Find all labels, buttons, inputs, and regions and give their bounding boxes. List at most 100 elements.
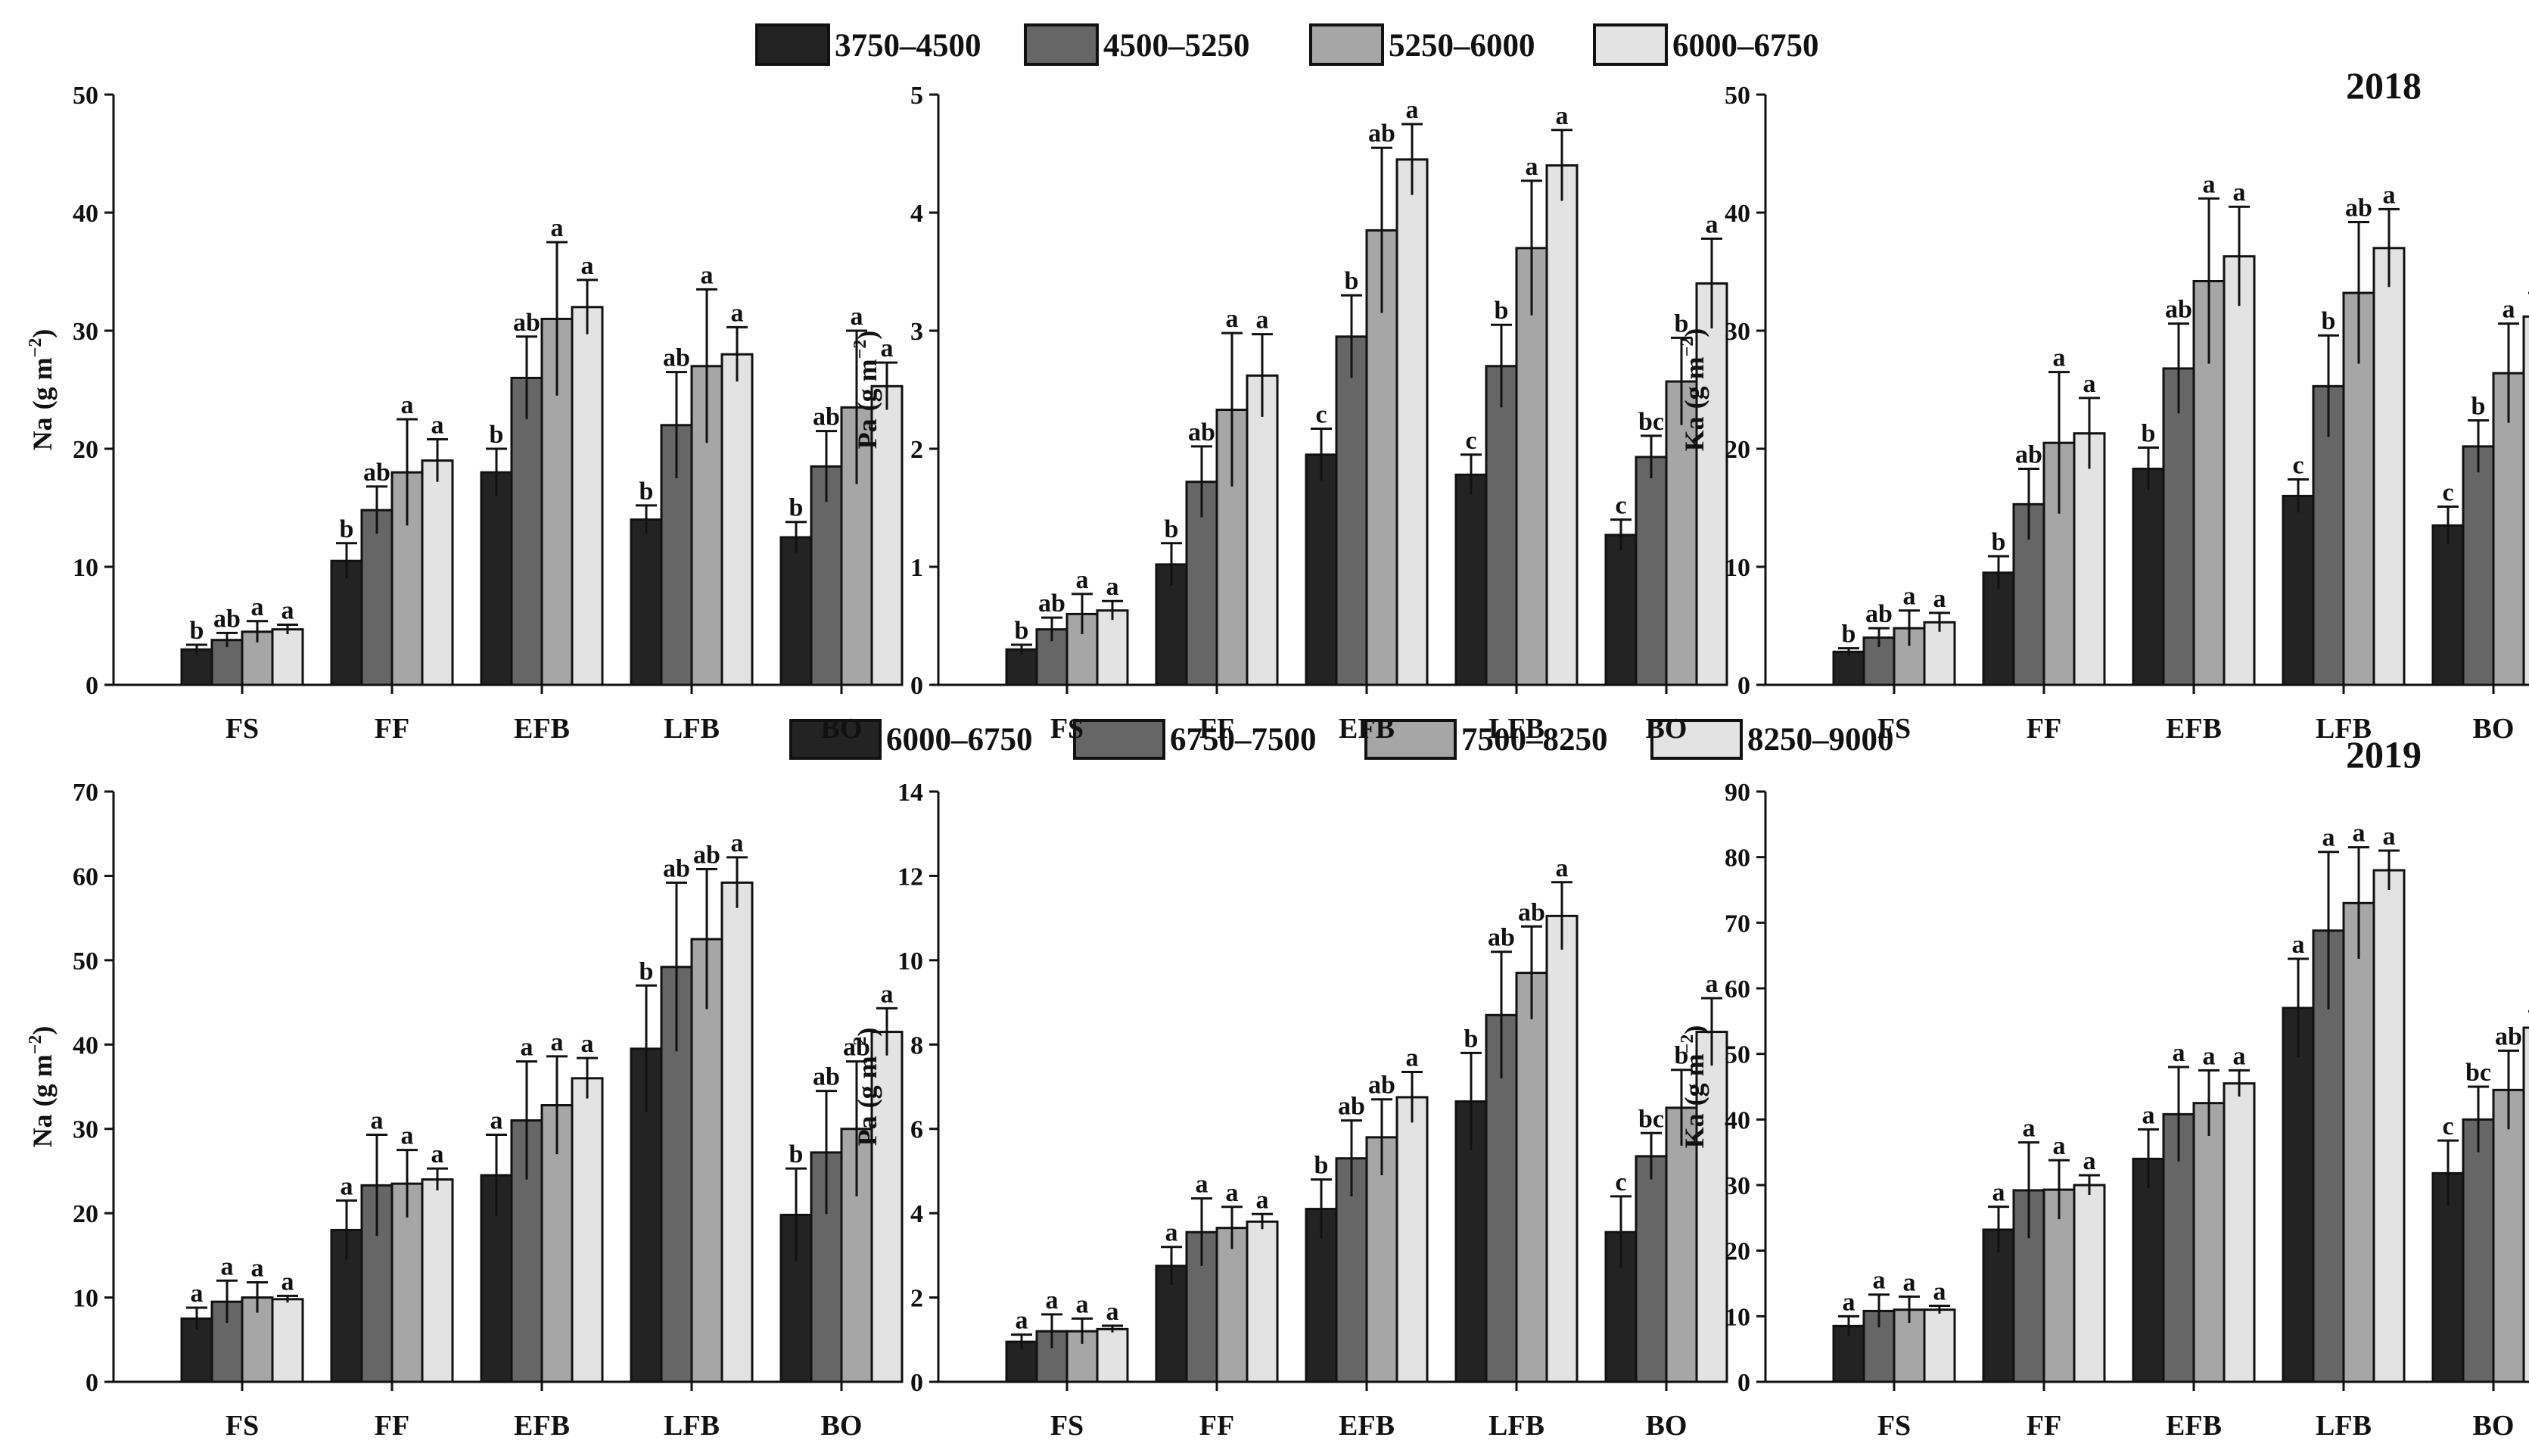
significance-label: c <box>2442 1112 2453 1140</box>
significance-label: a <box>551 1028 564 1056</box>
significance-label: b <box>490 421 504 449</box>
significance-label: a <box>251 1255 264 1283</box>
significance-label: ab <box>843 1034 870 1062</box>
bar-lfb-s1 <box>2282 1006 2315 1383</box>
x-tick-label: FF <box>375 713 409 745</box>
y-axis-title-close: ) <box>27 329 58 338</box>
bar-bo-s3 <box>1665 380 1698 686</box>
y-axis-title-exponent: −2 <box>1678 338 1697 357</box>
significance-label: a <box>731 299 744 327</box>
significance-label: b <box>1314 1152 1329 1180</box>
x-tick-label: EFB <box>514 1410 570 1442</box>
significance-label: a <box>1226 305 1239 333</box>
y-tick-label: 6 <box>910 1116 923 1144</box>
legend-swatch-4 <box>1650 719 1743 760</box>
significance-label: a <box>1526 153 1538 181</box>
bar-efb-s2 <box>1335 335 1368 686</box>
x-tick-label: EFB <box>1339 713 1395 745</box>
significance-label: a <box>1556 102 1569 130</box>
legend-label-3: 7500–8250 <box>1461 722 1608 758</box>
y-tick-label: 2 <box>910 1285 923 1313</box>
significance-label: a <box>581 252 594 280</box>
year-label-2018-text: 2018 <box>2346 64 2422 107</box>
bar-efb-s2 <box>510 376 543 686</box>
x-tick-label: BO <box>821 713 863 745</box>
y-axis-title: Na (g m−2) <box>26 329 58 451</box>
y-axis-title-exponent: −2 <box>26 338 45 358</box>
y-tick-label: 10 <box>73 1285 98 1313</box>
y-tick-label: 50 <box>73 947 98 975</box>
bar-group-lfb: LFB c b ab a <box>2282 181 2406 745</box>
significance-label: a <box>2053 344 2066 372</box>
bar-efb-s4 <box>2223 255 2256 686</box>
bar-group-efb: EFB c b aba <box>1305 96 1429 745</box>
bar-fs-s4 <box>1923 621 1956 686</box>
significance-label: bc <box>2465 1059 2491 1087</box>
significance-label: b <box>1495 297 1509 325</box>
significance-label: b <box>2142 419 2156 447</box>
x-tick-label: BO <box>2473 713 2515 745</box>
significance-label: b <box>1165 515 1179 543</box>
significance-label: b <box>789 494 804 522</box>
x-tick-label: FF <box>2027 1410 2061 1442</box>
significance-label: ab <box>1368 1072 1395 1100</box>
significance-label: c <box>2292 452 2303 480</box>
year-label-2019: 2019 <box>2346 733 2422 776</box>
significance-label: a <box>1165 1219 1178 1247</box>
significance-label: ab <box>513 309 540 337</box>
significance-label: ab <box>1865 600 1893 628</box>
y-axis-title-exponent: −2 <box>1678 1034 1697 1054</box>
significance-label: a <box>1933 585 1946 613</box>
significance-label: ab <box>1038 590 1065 618</box>
y-tick-label: 10 <box>1725 1303 1750 1331</box>
bar-group-lfb: LFB c b aa <box>1454 102 1579 745</box>
y-tick-label: 8 <box>910 1031 923 1059</box>
significance-label: a <box>1706 970 1719 998</box>
bar-fs-s4 <box>271 1298 304 1383</box>
y-tick-label: 12 <box>897 863 923 891</box>
bar-lfb-s3 <box>1515 972 1548 1383</box>
significance-label: a <box>431 1140 444 1168</box>
significance-label: a <box>2353 820 2366 848</box>
bar-group-bo: BO c bc b a <box>1604 970 1728 1442</box>
bar-ff-s4 <box>2073 1184 2106 1383</box>
x-tick-label: FS <box>1050 713 1084 745</box>
year-label-2019-text: 2019 <box>2346 733 2422 776</box>
significance-label: b <box>639 957 654 985</box>
significance-label: b <box>1992 528 2006 556</box>
significance-label: a <box>1106 573 1119 601</box>
significance-label: b <box>340 515 354 543</box>
significance-label: a <box>1076 1290 1089 1318</box>
bar-ff-s3 <box>2042 1188 2076 1383</box>
bar-fs-s1 <box>1832 650 1865 686</box>
legend-2018: 3750–4500 4500–5250 5250–6000 6000–6750 <box>755 23 1819 66</box>
y-tick-label: 4 <box>910 1200 923 1228</box>
bar-ff-s4 <box>1246 374 1279 686</box>
y-tick-label: 2 <box>910 436 923 464</box>
legend-label-4: 8250–9000 <box>1747 722 1894 758</box>
significance-label: a <box>551 214 564 242</box>
y-axis-title-var: Ka <box>1679 416 1709 451</box>
y-tick-label: 5 <box>910 82 923 110</box>
significance-label: a <box>851 303 863 331</box>
x-tick-label: FS <box>1877 713 1911 745</box>
y-axis-title-var: Pa <box>852 418 882 449</box>
y-tick-label: 14 <box>897 779 923 807</box>
y-tick-label: 0 <box>86 672 98 700</box>
significance-label: b <box>1842 621 1856 649</box>
y-tick-label: 0 <box>1737 1369 1750 1397</box>
bar-fs-s4 <box>1923 1308 1956 1383</box>
bar-group-bo: BOcbcaba <box>2431 1010 2529 1442</box>
y-axis-title: Ka (g m−2) <box>1678 328 1709 452</box>
y-tick-label: 10 <box>1725 554 1750 582</box>
significance-label: c <box>1615 1168 1626 1196</box>
y-axis-title-var: Pa <box>852 1115 882 1146</box>
significance-label: ab <box>1188 418 1215 446</box>
y-tick-label: 30 <box>73 318 98 346</box>
